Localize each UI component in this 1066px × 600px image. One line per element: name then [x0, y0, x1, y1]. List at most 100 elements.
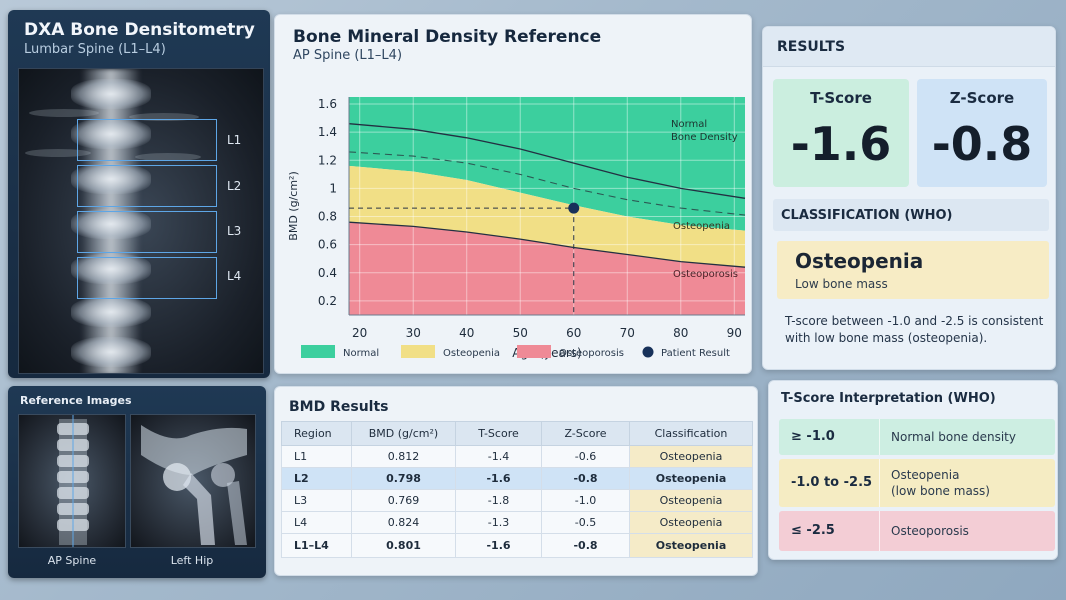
z-score-card: Z-Score -0.8 — [917, 79, 1047, 187]
interpretation-desc: Osteoporosis — [891, 524, 969, 538]
cell-bmd: 0.769 — [351, 489, 456, 512]
t-score-card: T-Score -1.6 — [773, 79, 909, 187]
x-tick-label: 50 — [513, 326, 528, 340]
bmd-chart[interactable]: 0.20.40.60.811.21.41.62030405060708090Ag… — [275, 15, 753, 375]
table-row[interactable]: L1 0.812 -1.4 -0.6 Osteopenia — [281, 445, 753, 468]
roi-label-l2: L2 — [227, 179, 242, 193]
normal-band — [349, 97, 745, 231]
results-header: RESULTS — [763, 27, 1055, 67]
bmd-results-table: Region BMD (g/cm²) T-Score Z-Score Class… — [281, 421, 753, 558]
y-axis-label: BMD (g/cm²) — [287, 171, 300, 240]
results-panel: RESULTS T-Score -1.6 Z-Score -0.8 CLASSI… — [762, 26, 1056, 370]
col-header-bmd[interactable]: BMD (g/cm²) — [351, 421, 456, 446]
y-tick-label: 1.2 — [318, 153, 337, 167]
t-score-interpretation-panel: T-Score Interpretation (WHO) ≥ -1.0 Norm… — [768, 380, 1058, 560]
x-tick-label: 70 — [620, 326, 635, 340]
scan-title: DXA Bone Densitometry — [24, 20, 255, 40]
legend-label: Osteopenia — [443, 348, 500, 359]
patient-result-point[interactable] — [568, 202, 580, 214]
roi-box-l1[interactable] — [77, 119, 217, 161]
boundary-reference-mean — [348, 151, 746, 216]
cell-region: L3 — [281, 489, 352, 512]
cell-region: L1 — [281, 445, 352, 468]
y-tick-label: 1 — [329, 181, 337, 195]
cell-z-score: -1.0 — [541, 489, 630, 512]
band-label-normal-line2: Bone Density — [671, 132, 738, 143]
roi-label-l4: L4 — [227, 269, 242, 283]
cell-t-score: -1.6 — [455, 467, 542, 490]
z-score-value: -0.8 — [931, 117, 1033, 171]
legend-swatch-patient — [642, 346, 654, 358]
scan-panel: DXA Bone Densitometry Lumbar Spine (L1–L… — [8, 10, 270, 378]
roi-box-l3[interactable] — [77, 211, 217, 253]
cell-region: L1–L4 — [281, 533, 352, 558]
interpretation-row-osteopenia: -1.0 to -2.5 Osteopenia (low bone mass) — [779, 459, 1055, 507]
classification-note: T-score between -1.0 and -2.5 is consist… — [785, 314, 1044, 345]
roi-box-l2[interactable] — [77, 165, 217, 207]
bmd-reference-chart-panel: Bone Mineral Density Reference AP Spine … — [274, 14, 752, 374]
legend-label: Patient Result — [661, 348, 730, 359]
y-tick-label: 0.6 — [318, 238, 337, 252]
table-row[interactable]: L1–L4 0.801 -1.6 -0.8 Osteopenia — [281, 533, 753, 558]
cell-t-score: -1.8 — [455, 489, 542, 512]
roi-label-l1: L1 — [227, 133, 242, 147]
ref-caption-hip: Left Hip — [170, 554, 214, 567]
col-header-classification[interactable]: Classification — [629, 421, 753, 446]
spine-xray-image[interactable]: L1 L2 L3 L4 — [18, 68, 264, 374]
bmd-results-panel: BMD Results Region BMD (g/cm²) T-Score Z… — [274, 386, 758, 576]
cell-z-score: -0.6 — [541, 445, 630, 468]
cell-classification: Osteopenia — [629, 489, 753, 512]
col-header-region[interactable]: Region — [281, 421, 352, 446]
classification-header-label: CLASSIFICATION (WHO) — [781, 208, 953, 223]
results-header-label: RESULTS — [777, 39, 846, 55]
interpretation-desc: Osteopenia (low bone mass) — [891, 467, 990, 499]
legend-swatch-osteoporosis — [517, 345, 551, 358]
table-row[interactable]: L2 0.798 -1.6 -0.8 Osteopenia — [281, 467, 753, 490]
col-header-z-score[interactable]: Z-Score — [541, 421, 630, 446]
roi-box-l4[interactable] — [77, 257, 217, 299]
cell-bmd: 0.824 — [351, 511, 456, 534]
cell-bmd: 0.801 — [351, 533, 456, 558]
cell-classification: Osteopenia — [629, 467, 753, 490]
col-header-t-score[interactable]: T-Score — [455, 421, 542, 446]
scan-subtitle: Lumbar Spine (L1–L4) — [24, 42, 166, 57]
x-tick-label: 80 — [673, 326, 688, 340]
t-score-label: T-Score — [810, 89, 872, 107]
classification-subtext: Low bone mass — [795, 277, 888, 291]
classification-value: Osteopenia — [795, 249, 924, 273]
legend-label: Osteoporosis — [559, 348, 624, 359]
interpretation-desc-line1: Osteopenia — [891, 468, 960, 482]
interpretation-range: ≥ -1.0 — [791, 429, 835, 444]
band-label-osteoporosis: Osteoporosis — [673, 269, 738, 280]
reference-images-title: Reference Images — [20, 394, 132, 407]
band-label-osteopenia: Osteopenia — [673, 221, 730, 232]
y-tick-label: 1.6 — [318, 97, 337, 111]
cell-t-score: -1.6 — [455, 533, 542, 558]
cell-region: L4 — [281, 511, 352, 534]
roi-label-l3: L3 — [227, 224, 242, 238]
cell-region: L2 — [281, 467, 352, 490]
t-score-value: -1.6 — [790, 117, 892, 171]
chart-subtitle: AP Spine (L1–L4) — [293, 48, 403, 63]
x-tick-label: 30 — [406, 326, 421, 340]
boundary-osteopenia-osteoporosis — [348, 221, 746, 268]
x-tick-label: 20 — [352, 326, 367, 340]
hip-xray-icon[interactable] — [130, 414, 256, 548]
table-row[interactable]: L3 0.769 -1.8 -1.0 Osteopenia — [281, 489, 753, 512]
cell-classification: Osteopenia — [629, 445, 753, 468]
table-row[interactable]: L4 0.824 -1.3 -0.5 Osteopenia — [281, 511, 753, 534]
interpretation-range: -1.0 to -2.5 — [791, 475, 873, 490]
band-label-normal: Normal — [671, 119, 707, 130]
y-tick-label: 1.4 — [318, 125, 337, 139]
legend-swatch-normal — [301, 345, 335, 358]
interpretation-row-normal: ≥ -1.0 Normal bone density — [779, 419, 1055, 455]
x-tick-label: 60 — [566, 326, 581, 340]
spine-xray-icon[interactable] — [18, 414, 126, 548]
reference-images-panel: Reference Images AP Spine Left Hip — [8, 386, 266, 578]
bmd-results-title: BMD Results — [289, 399, 389, 415]
osteopenia-band — [349, 165, 745, 268]
ref-caption-spine: AP Spine — [47, 554, 97, 567]
legend-label: Normal — [343, 348, 379, 359]
cell-classification: Osteopenia — [629, 511, 753, 534]
classification-box: Osteopenia Low bone mass — [777, 241, 1049, 299]
